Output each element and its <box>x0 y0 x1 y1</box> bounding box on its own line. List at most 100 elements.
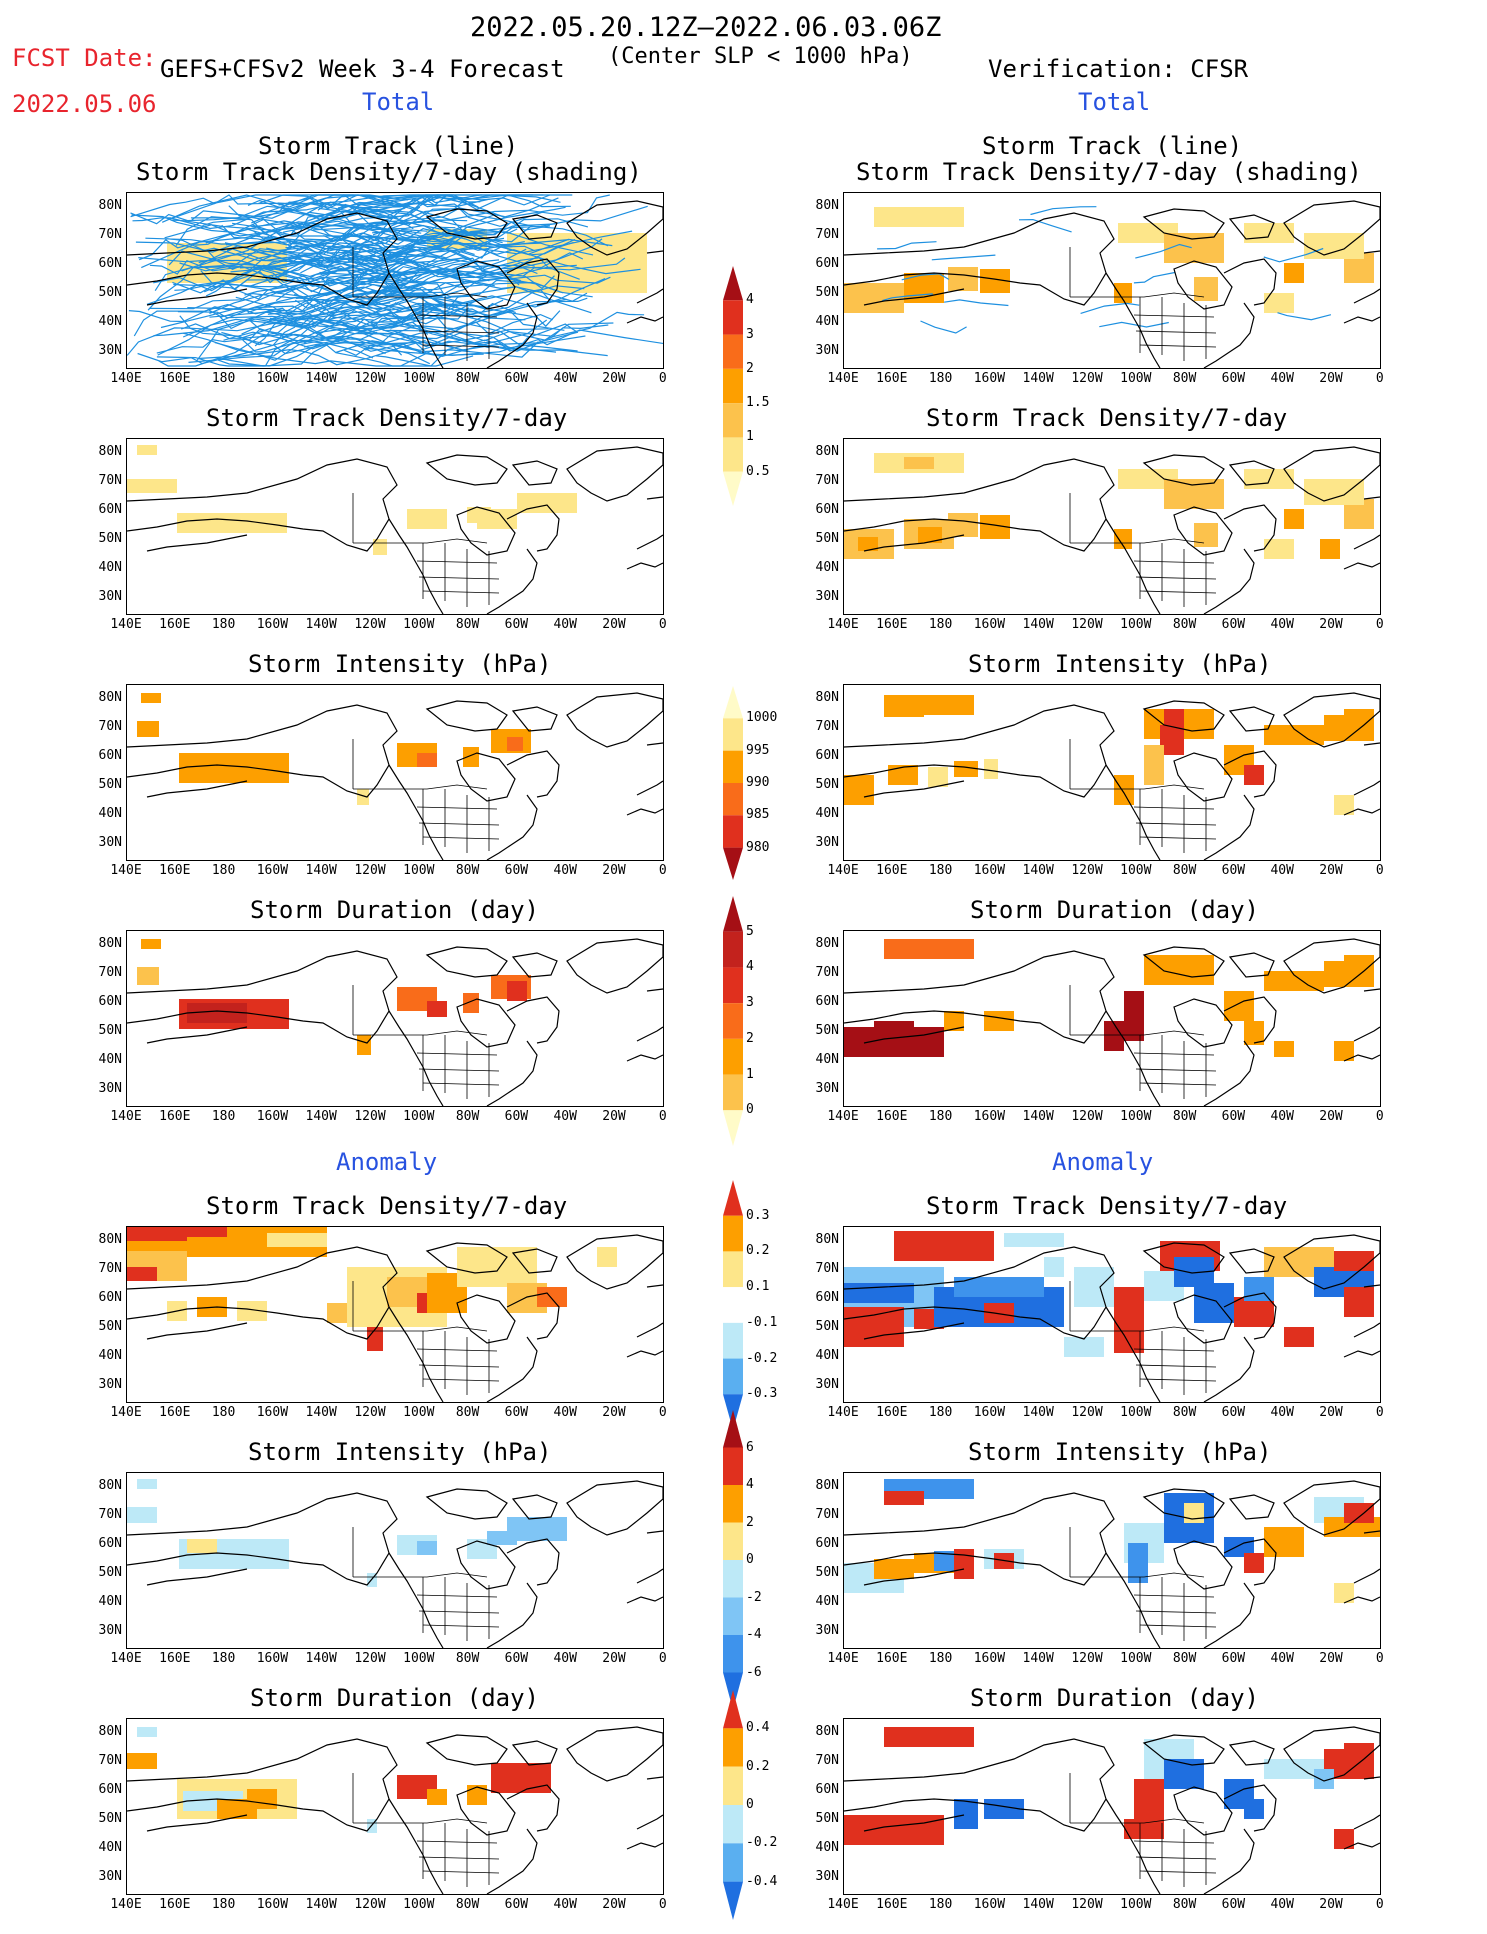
shade-cell <box>1114 529 1132 549</box>
coastline <box>146 1322 248 1340</box>
colorbar-swatch <box>723 1690 743 1729</box>
storm-track-line <box>379 257 626 279</box>
colorbar-label: 4 <box>746 959 754 975</box>
lon-tick-label: 100W <box>1120 1405 1152 1420</box>
coastline <box>486 1336 538 1402</box>
lon-tick-label: 40W <box>553 1405 577 1420</box>
shade-cell <box>1114 283 1132 303</box>
shade-cell <box>1184 1503 1204 1523</box>
coastline <box>1142 1734 1225 1766</box>
shade-cell <box>187 1539 217 1553</box>
shade-cell <box>1320 539 1340 559</box>
shade-cell <box>1064 1337 1104 1357</box>
coastline <box>146 534 248 552</box>
lon-tick-label: 60W <box>1221 1405 1246 1420</box>
storm-track-line <box>172 254 330 294</box>
panel-title-track-shading-right: Storm Track Density/7-day (shading) <box>856 158 1362 186</box>
shade-cell <box>1044 1257 1064 1277</box>
colorbar-label: 0.4 <box>746 1720 770 1736</box>
lon-tick-label: 120W <box>354 1651 386 1666</box>
coastline <box>511 952 558 978</box>
coastline <box>506 1538 560 1586</box>
storm-track-line <box>388 311 645 352</box>
map-svg-right-intensity <box>844 692 1380 860</box>
lon-tick-label: 140E <box>110 1109 142 1124</box>
shade-cell <box>1284 1327 1314 1347</box>
storm-track-line <box>391 270 611 286</box>
lon-tick-label: 140W <box>1022 1405 1054 1420</box>
coastline <box>1203 548 1255 614</box>
shade-cell <box>1234 1297 1274 1327</box>
colorbar-swatch <box>723 1215 743 1252</box>
colorbar-swatch <box>723 471 743 506</box>
storm-track-line <box>252 222 428 246</box>
lon-tick-label: 120W <box>1071 1897 1103 1912</box>
colorbar-swatch <box>723 896 743 932</box>
lon-tick-label: 120W <box>1071 617 1103 632</box>
panel-title-density-left: Storm Track Density/7-day <box>206 404 568 432</box>
storm-track-line <box>147 235 357 311</box>
colorbar-label: 0.3 <box>746 1207 770 1223</box>
storm-track-line <box>224 230 446 268</box>
lat-tick-label: 70N <box>98 227 122 242</box>
map-svg-right-duration <box>844 938 1380 1106</box>
shade-cell <box>844 1307 904 1347</box>
coastline <box>146 1568 248 1586</box>
colorbar-label: 0.5 <box>746 463 770 479</box>
coastline <box>863 1814 965 1832</box>
coastline <box>388 1010 444 1106</box>
coastline <box>863 1322 965 1340</box>
colorbar-label: 1.5 <box>746 395 770 411</box>
shade-cell <box>984 759 998 779</box>
storm-track-line <box>372 225 609 247</box>
lon-tick-label: 40W <box>553 371 577 386</box>
shade-cell <box>367 1327 383 1351</box>
colorbar-label: 1 <box>746 429 754 445</box>
lat-tick-label: 80N <box>98 1724 122 1739</box>
colorbar-swatch <box>723 1287 743 1323</box>
coastline <box>486 302 538 368</box>
shade-cell <box>1124 991 1144 1041</box>
shade-cell <box>137 721 159 737</box>
lon-tick-label: 140W <box>1022 863 1054 878</box>
colorbar-label: -0.1 <box>746 1314 778 1330</box>
storm-track-line <box>377 248 580 280</box>
boundary-line <box>416 1348 500 1382</box>
lon-tick-label: 20W <box>602 1897 626 1912</box>
lon-tick-label: 40W <box>1270 1651 1294 1666</box>
lat-tick-label: 40N <box>815 1840 839 1855</box>
shade-cell <box>1194 277 1218 301</box>
colorbar-swatch <box>723 1110 743 1146</box>
colorbar-swatch <box>723 403 743 438</box>
storm-track-line <box>323 228 541 246</box>
coastline <box>1105 764 1161 860</box>
lat-tick-label: 30N <box>815 835 839 850</box>
boundary-line <box>416 806 500 840</box>
lon-tick-label: 0 <box>1375 1405 1384 1420</box>
map-panel-right-duration <box>843 930 1381 1107</box>
shade-cell <box>463 747 479 767</box>
storm-track-line <box>335 340 608 357</box>
colorbar-swatch <box>723 266 743 301</box>
shade-cell <box>1264 293 1294 313</box>
colorbar-label: -2 <box>746 1589 762 1605</box>
colorbar-intensity_total <box>718 686 748 894</box>
lat-tick-label: 50N <box>815 1811 839 1826</box>
map-panel-right-track-line <box>843 192 1381 369</box>
coastline <box>636 250 663 304</box>
coastline <box>1223 258 1277 306</box>
boundary-line <box>1133 1348 1217 1382</box>
coastline <box>511 1740 558 1766</box>
fcst-date-label: FCST Date: <box>12 44 157 72</box>
shade-cell <box>179 753 289 783</box>
coastline <box>388 272 444 368</box>
shade-cell <box>237 1301 267 1321</box>
map-panel-right-duration-anom <box>843 1718 1381 1895</box>
coastline <box>1353 1776 1380 1830</box>
lat-tick-label: 30N <box>98 1623 122 1638</box>
lon-tick-label: 40W <box>1270 1109 1294 1124</box>
colorbar-label: -4 <box>746 1627 762 1642</box>
shade-cell <box>457 1247 537 1287</box>
storm-track-line <box>149 257 321 279</box>
lat-tick-label: 50N <box>815 1565 839 1580</box>
